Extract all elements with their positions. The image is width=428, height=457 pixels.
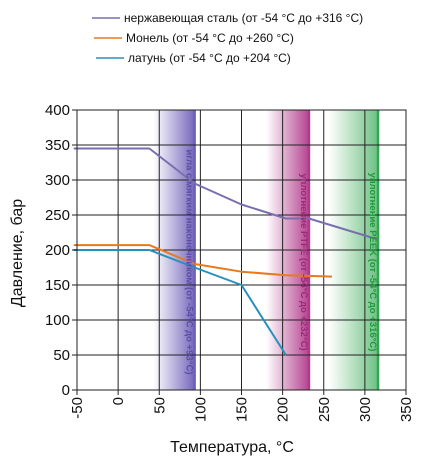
x-axis-title: Температура, °C <box>170 439 294 456</box>
legend: нержавеющая сталь (от -54 °C до +316 °C)… <box>92 11 363 65</box>
y-tick-label-5: 250 <box>45 207 70 224</box>
series-lines <box>73 147 379 356</box>
band-2-label: уплотнение PEEK (от -54°C до +316°C) <box>367 173 378 352</box>
y-tick-label-0: 0 <box>62 382 70 399</box>
x-tick-label-2: 50 <box>151 397 168 414</box>
x-tick-label-3: 100 <box>192 397 209 422</box>
x-tick-label-0: -50 <box>69 397 86 419</box>
y-tick-label-2: 100 <box>45 312 70 329</box>
y-tick-label-3: 150 <box>45 277 70 294</box>
x-tick-label-8: 350 <box>398 397 415 422</box>
y-tick-label-1: 50 <box>53 347 70 364</box>
x-tick-label-1: 0 <box>110 397 127 405</box>
band-1-label: уплотнение PTFE (от -54°C до +232°C) <box>298 173 309 350</box>
y-tick-label-4: 200 <box>45 242 70 259</box>
x-tick-label-5: 200 <box>275 397 292 422</box>
legend-label-2: латунь (от -54 °C до +204 °C) <box>128 51 291 65</box>
series-0-line <box>73 147 379 241</box>
y-tick-label-7: 350 <box>45 137 70 154</box>
legend-label-0: нержавеющая сталь (от -54 °C до +316 °C) <box>124 11 363 25</box>
y-axis-title: Давление, бар <box>9 199 26 307</box>
x-tick-label-7: 300 <box>357 397 374 422</box>
band-0-label: игла с мягким наконечником (от -54°C до … <box>184 150 195 375</box>
x-tick-label-6: 250 <box>316 397 333 422</box>
x-tick-label-4: 150 <box>234 397 251 422</box>
series-2-line <box>73 249 287 356</box>
legend-label-1: Монель (от -54 °C до +260 °C) <box>126 31 294 45</box>
y-tick-label-6: 300 <box>45 172 70 189</box>
band-labels: игла с мягким наконечником (от -54°C до … <box>184 150 378 375</box>
series-1-line <box>73 244 333 278</box>
y-tick-label-8: 400 <box>45 102 70 119</box>
